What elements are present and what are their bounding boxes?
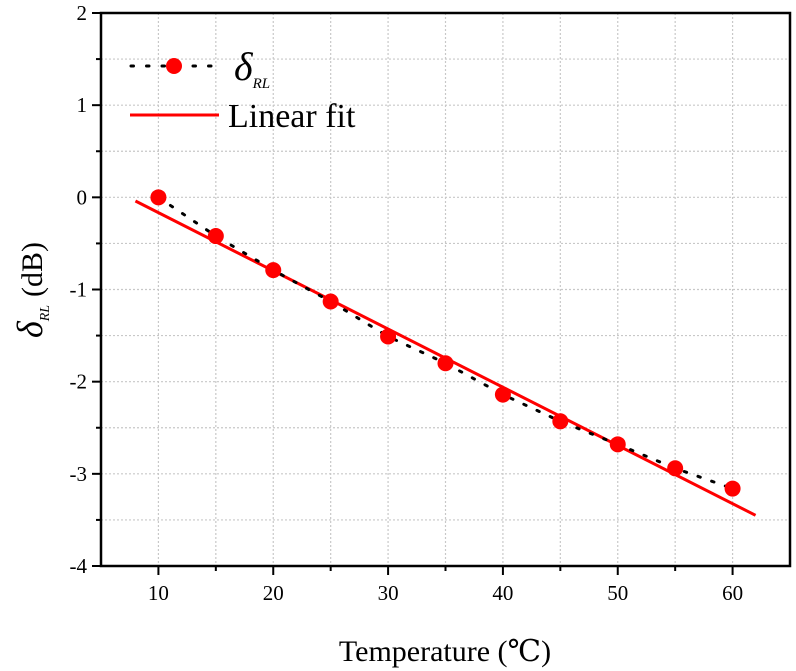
data-point xyxy=(380,328,397,345)
y-tick-label: 1 xyxy=(77,93,88,117)
x-tick-label: 50 xyxy=(607,581,628,605)
data-point xyxy=(667,460,684,477)
legend: δRL Linear fit xyxy=(129,44,356,135)
ticks: 10 20 30 40 50 60 -4 -3 -2 -1 0 1 2 xyxy=(70,1,744,605)
data-point xyxy=(207,228,224,245)
data-point xyxy=(724,480,741,497)
data-point xyxy=(609,436,626,453)
x-tick-label: 30 xyxy=(378,581,399,605)
legend-label-delta-rl: δRL xyxy=(234,44,270,92)
legend-label-linear-fit: Linear fit xyxy=(228,98,356,135)
data-point xyxy=(322,293,339,310)
legend-marker xyxy=(166,58,182,74)
data-point xyxy=(494,386,511,403)
data-point xyxy=(552,413,569,430)
x-tick-label: 60 xyxy=(722,581,743,605)
data-point xyxy=(150,189,167,206)
y-axis-title: δRL(dB) xyxy=(10,242,53,338)
grid xyxy=(101,13,790,566)
x-tick-label: 20 xyxy=(263,581,284,605)
y-tick-label: -2 xyxy=(70,370,88,394)
x-tick-label: 10 xyxy=(148,581,169,605)
legend-item-delta-rl xyxy=(129,58,224,74)
y-tick-label: 0 xyxy=(77,185,88,209)
data-point xyxy=(265,262,282,279)
data-point xyxy=(437,355,454,372)
x-tick-label: 40 xyxy=(492,581,513,605)
x-axis-title: Temperature (℃) xyxy=(339,635,551,668)
y-tick-label: -3 xyxy=(70,462,88,486)
series-layer xyxy=(134,189,757,517)
y-tick-label: -4 xyxy=(70,554,88,578)
y-tick-label: 2 xyxy=(77,1,88,25)
y-tick-label: -1 xyxy=(70,278,88,302)
